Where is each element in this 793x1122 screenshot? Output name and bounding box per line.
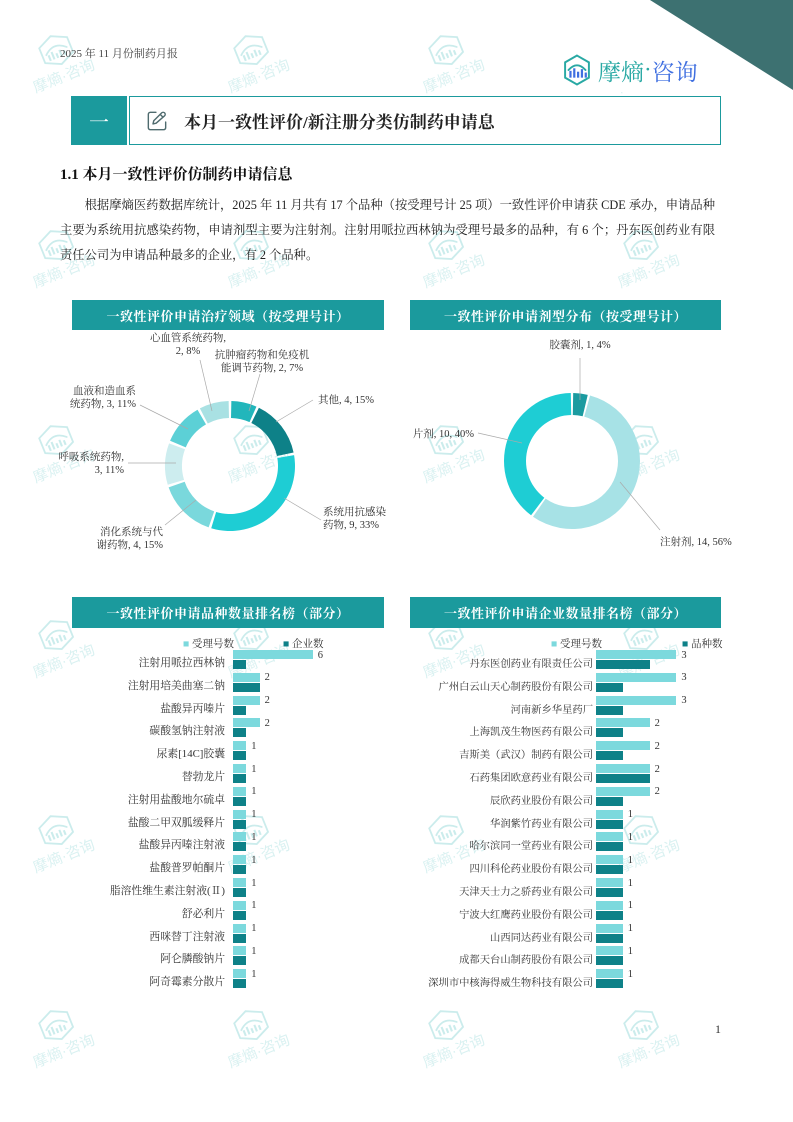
svg-text:其他, 4, 15%: 其他, 4, 15% xyxy=(318,393,374,406)
svg-text:谢药物, 4, 15%: 谢药物, 4, 15% xyxy=(97,538,164,551)
svg-text:呼吸系统药物,: 呼吸系统药物, xyxy=(58,450,124,463)
svg-text:注射剂, 14, 56%: 注射剂, 14, 56% xyxy=(660,535,732,548)
svg-text:能调节药物, 2, 7%: 能调节药物, 2, 7% xyxy=(221,361,303,374)
svg-text:片剂, 10, 40%: 片剂, 10, 40% xyxy=(413,427,474,440)
svg-text:2, 8%: 2, 8% xyxy=(176,346,201,357)
svg-text:心血管系统药物,: 心血管系统药物, xyxy=(150,331,226,344)
svg-text:消化系统与代: 消化系统与代 xyxy=(100,525,163,538)
svg-text:药物, 9, 33%: 药物, 9, 33% xyxy=(323,518,379,531)
svg-text:3, 11%: 3, 11% xyxy=(95,465,125,476)
svg-text:统药物, 3, 11%: 统药物, 3, 11% xyxy=(70,397,136,410)
svg-text:胶囊剂, 1, 4%: 胶囊剂, 1, 4% xyxy=(549,338,610,351)
svg-text:系统用抗感染: 系统用抗感染 xyxy=(323,505,386,518)
svg-text:抗肿瘤药物和免疫机: 抗肿瘤药物和免疫机 xyxy=(215,348,310,361)
svg-text:血液和造血系: 血液和造血系 xyxy=(73,384,136,397)
